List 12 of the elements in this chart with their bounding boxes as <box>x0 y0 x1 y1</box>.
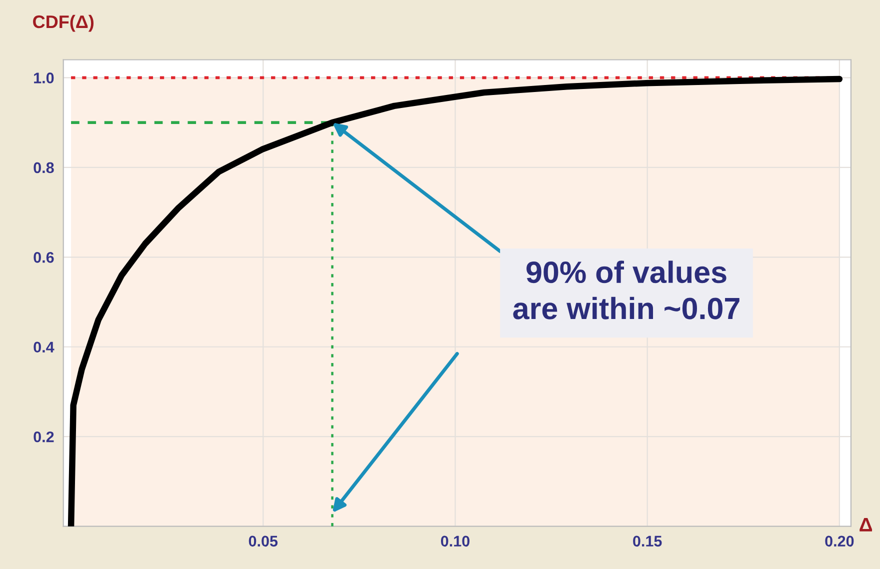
annotation: 90% of values are within ~0.07 <box>513 260 740 320</box>
x-tick-label: 0.10 <box>440 536 470 547</box>
x-tick-label: 0.15 <box>633 536 662 547</box>
y-axis-title: CDF(Δ) <box>33 14 94 32</box>
y-tick-label: 0.6 <box>34 252 54 263</box>
y-tick-label: 1.0 <box>34 72 54 84</box>
x-tick-label: 0.20 <box>825 536 854 547</box>
y-tick-label: 0.8 <box>34 162 54 174</box>
x-tick-label: 0.05 <box>248 536 278 547</box>
x-axis-title: Δ <box>860 518 872 532</box>
y-tick-label: 0.4 <box>34 342 54 353</box>
y-tick-label: 0.2 <box>34 431 54 442</box>
